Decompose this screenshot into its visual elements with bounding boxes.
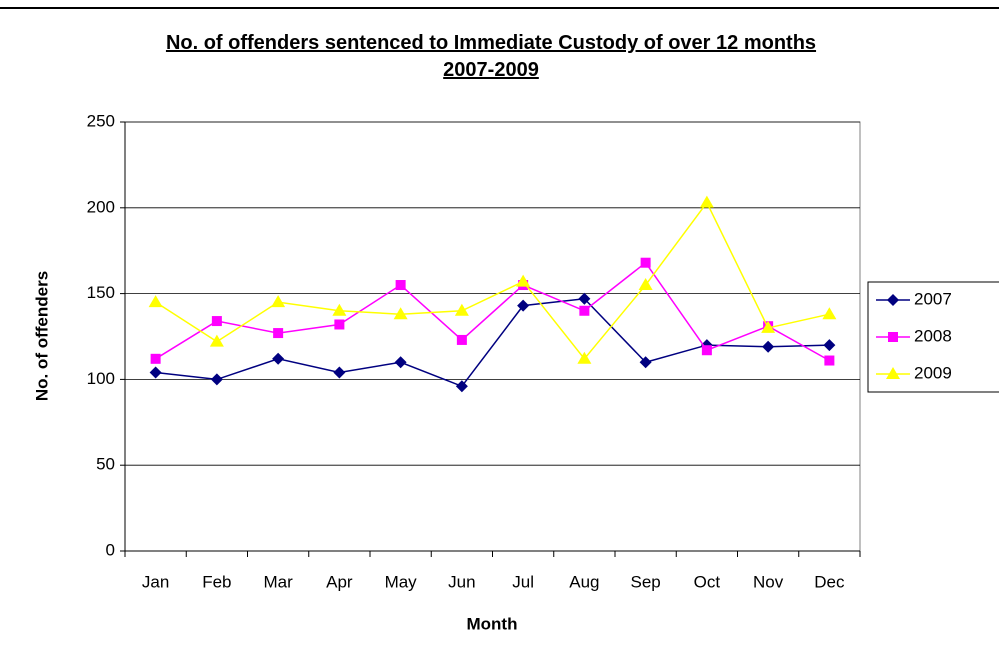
y-tick-label: 50 — [96, 455, 115, 474]
marker — [333, 366, 346, 379]
marker — [886, 367, 900, 379]
x-tick-label: Jul — [512, 572, 534, 591]
chart-title: No. of offenders sentenced to Immediate … — [165, 32, 817, 81]
x-tick-label: May — [385, 572, 418, 591]
marker — [701, 345, 712, 356]
y-axis-label: No. of offenders — [32, 271, 51, 401]
marker — [209, 334, 224, 347]
marker — [455, 380, 468, 393]
marker — [271, 295, 286, 308]
marker — [824, 355, 835, 366]
marker — [638, 278, 653, 291]
y-tick-label: 100 — [87, 369, 115, 388]
marker — [578, 292, 591, 305]
series-line — [155, 201, 830, 360]
y-tick-label: 0 — [106, 540, 115, 559]
x-tick-label: Apr — [326, 572, 353, 591]
marker — [887, 294, 899, 306]
x-tick-label: Sep — [631, 572, 661, 591]
x-axis-label: Month — [467, 614, 518, 633]
marker — [394, 356, 407, 369]
y-tick-label: 200 — [87, 197, 115, 216]
marker — [454, 303, 469, 316]
x-tick-label: Oct — [694, 572, 721, 591]
marker — [210, 373, 223, 386]
x-tick-label: Nov — [753, 572, 784, 591]
marker — [517, 299, 530, 312]
marker — [332, 303, 347, 316]
marker — [577, 351, 592, 364]
marker — [211, 316, 222, 327]
plot-area — [124, 121, 861, 552]
marker — [639, 356, 652, 369]
y-tick-label: 250 — [87, 111, 115, 130]
marker — [150, 353, 161, 364]
marker — [149, 366, 162, 379]
legend-label: 2008 — [914, 326, 952, 345]
x-tick-label: Feb — [202, 572, 231, 591]
marker — [273, 328, 284, 339]
x-tick-label: Jan — [142, 572, 169, 591]
series-line — [155, 297, 830, 388]
legend-label: 2007 — [914, 289, 952, 308]
x-tick-label: Aug — [569, 572, 599, 591]
y-tick-label: 150 — [87, 283, 115, 302]
marker — [640, 257, 651, 268]
marker — [699, 195, 714, 208]
marker — [148, 295, 163, 308]
marker — [822, 307, 837, 320]
x-tick-label: Mar — [263, 572, 293, 591]
x-tick-label: Jun — [448, 572, 475, 591]
x-tick-label: Dec — [814, 572, 845, 591]
marker — [516, 274, 531, 287]
marker — [762, 340, 775, 353]
marker — [395, 280, 406, 291]
marker — [761, 320, 776, 333]
marker — [823, 339, 836, 352]
marker — [393, 307, 408, 320]
marker — [888, 332, 898, 342]
marker — [334, 319, 345, 330]
marker — [579, 305, 590, 316]
legend-label: 2009 — [914, 363, 952, 382]
marker — [456, 334, 467, 345]
series-line — [155, 261, 830, 362]
marker — [272, 352, 285, 365]
